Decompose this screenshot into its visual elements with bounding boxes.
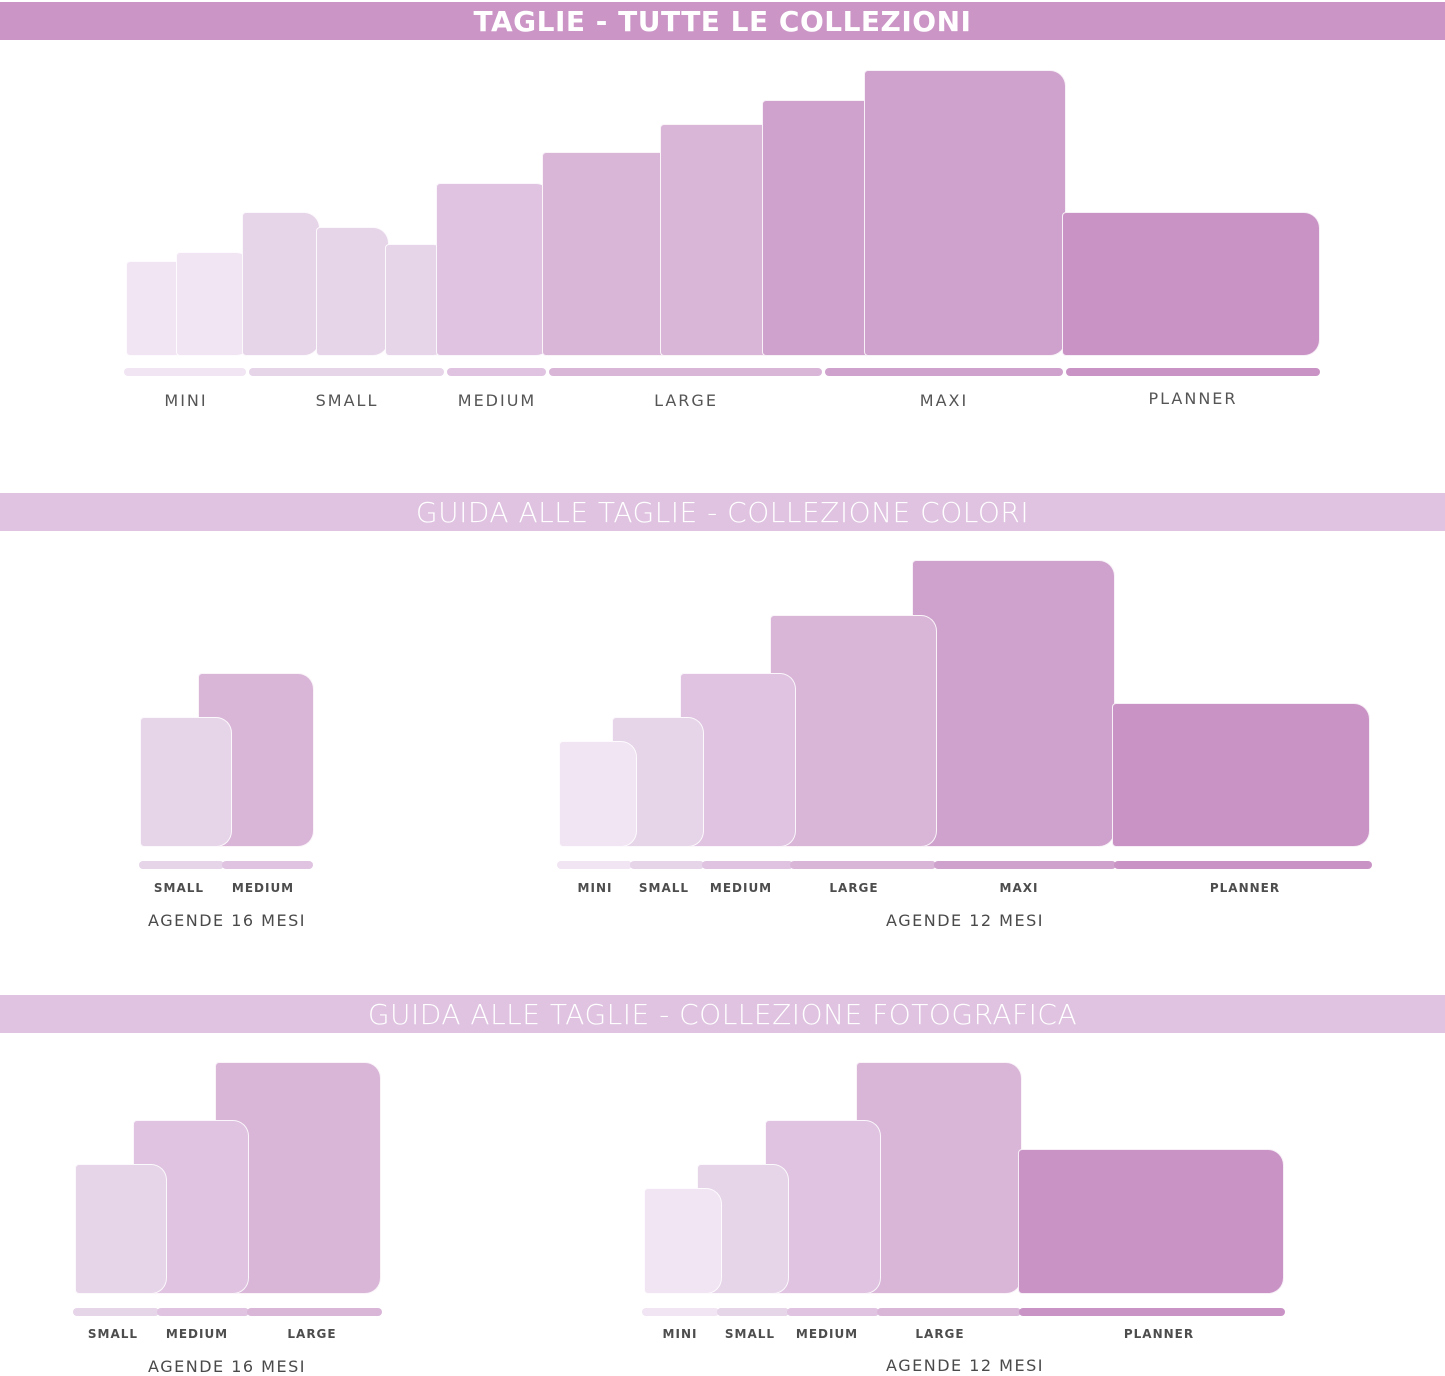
size-label-mini: MINI [662,1327,698,1341]
size-label-large: LARGE [829,881,879,895]
size-label-medium: MEDIUM [709,881,773,895]
size-label-small: SMALL [153,881,205,895]
size-bar-maxi [825,368,1063,376]
notebook-shape-large [770,615,937,847]
banner-fotografica: GUIDA ALLE TAGLIE - COLLEZIONE FOTOGRAFI… [0,995,1445,1033]
size-bar-small [73,1308,159,1316]
size-bar-planner [1114,861,1372,869]
size-bar-small [139,861,224,869]
notebook-shape-planner [1062,212,1320,356]
notebook-shape-small [75,1164,167,1294]
notebook-shape-small [242,212,320,356]
size-bar-planner [1019,1308,1285,1316]
size-bar-maxi [934,861,1116,869]
size-label-small: SMALL [315,391,379,410]
size-bar-small [717,1308,789,1316]
size-bar-large [247,1308,382,1316]
agende-16-mesi-caption: AGENDE 16 MESI [148,911,306,930]
agende-12-mesi-caption: AGENDE 12 MESI [886,911,1044,930]
size-label-planner: PLANNER [1123,1327,1195,1341]
banner-fotografica-title: GUIDA ALLE TAGLIE - COLLEZIONE FOTOGRAFI… [367,997,1078,1031]
banner-colori: GUIDA ALLE TAGLIE - COLLEZIONE COLORI [0,493,1445,531]
size-label-medium: MEDIUM [795,1327,859,1341]
notebook-shape-mini [176,252,252,356]
notebook-shape-small [140,717,232,847]
notebook-shape-medium [436,183,552,356]
size-label-medium: MEDIUM [457,391,537,410]
size-label-large: LARGE [287,1327,337,1341]
size-label-planner: PLANNER [1209,881,1281,895]
size-bar-mini [557,861,632,869]
size-label-planner: PLANNER [1148,389,1238,408]
size-label-large: LARGE [915,1327,965,1341]
size-bar-small [249,368,444,376]
size-label-small: SMALL [638,881,690,895]
size-label-medium: MEDIUM [165,1327,229,1341]
size-bar-small [630,861,704,869]
notebook-shape-mini [559,741,637,847]
size-label-medium: MEDIUM [231,881,295,895]
size-bar-medium [447,368,546,376]
size-label-small: SMALL [87,1327,139,1341]
size-bar-planner [1066,368,1320,376]
size-bar-medium [787,1308,879,1316]
size-bar-large [549,368,822,376]
size-label-maxi: MAXI [999,881,1039,895]
size-bar-medium [702,861,793,869]
size-label-mini: MINI [164,391,208,410]
banner-all-collections: TAGLIE - TUTTE LE COLLEZIONI [0,2,1445,40]
size-bar-medium [157,1308,249,1316]
notebook-shape-maxi [864,70,1066,356]
banner-colori-title: GUIDA ALLE TAGLIE - COLLEZIONE COLORI [415,495,1030,529]
notebook-shape-planner [1112,703,1370,847]
agende-16-mesi-caption: AGENDE 16 MESI [148,1357,306,1376]
size-bar-large [790,861,936,869]
size-bar-mini [124,368,246,376]
notebook-shape-small [316,227,389,356]
size-label-large: LARGE [654,391,718,410]
banner-all-collections-title: TAGLIE - TUTTE LE COLLEZIONI [473,4,972,38]
notebook-shape-mini [644,1188,722,1294]
size-bar-mini [642,1308,719,1316]
size-label-mini: MINI [577,881,613,895]
size-bar-large [877,1308,1021,1316]
agende-12-mesi-caption: AGENDE 12 MESI [886,1356,1044,1375]
notebook-shape-planner [1018,1149,1284,1294]
size-label-maxi: MAXI [919,391,969,410]
notebook-shape-maxi [912,560,1115,847]
size-bar-medium [222,861,313,869]
size-label-small: SMALL [724,1327,776,1341]
